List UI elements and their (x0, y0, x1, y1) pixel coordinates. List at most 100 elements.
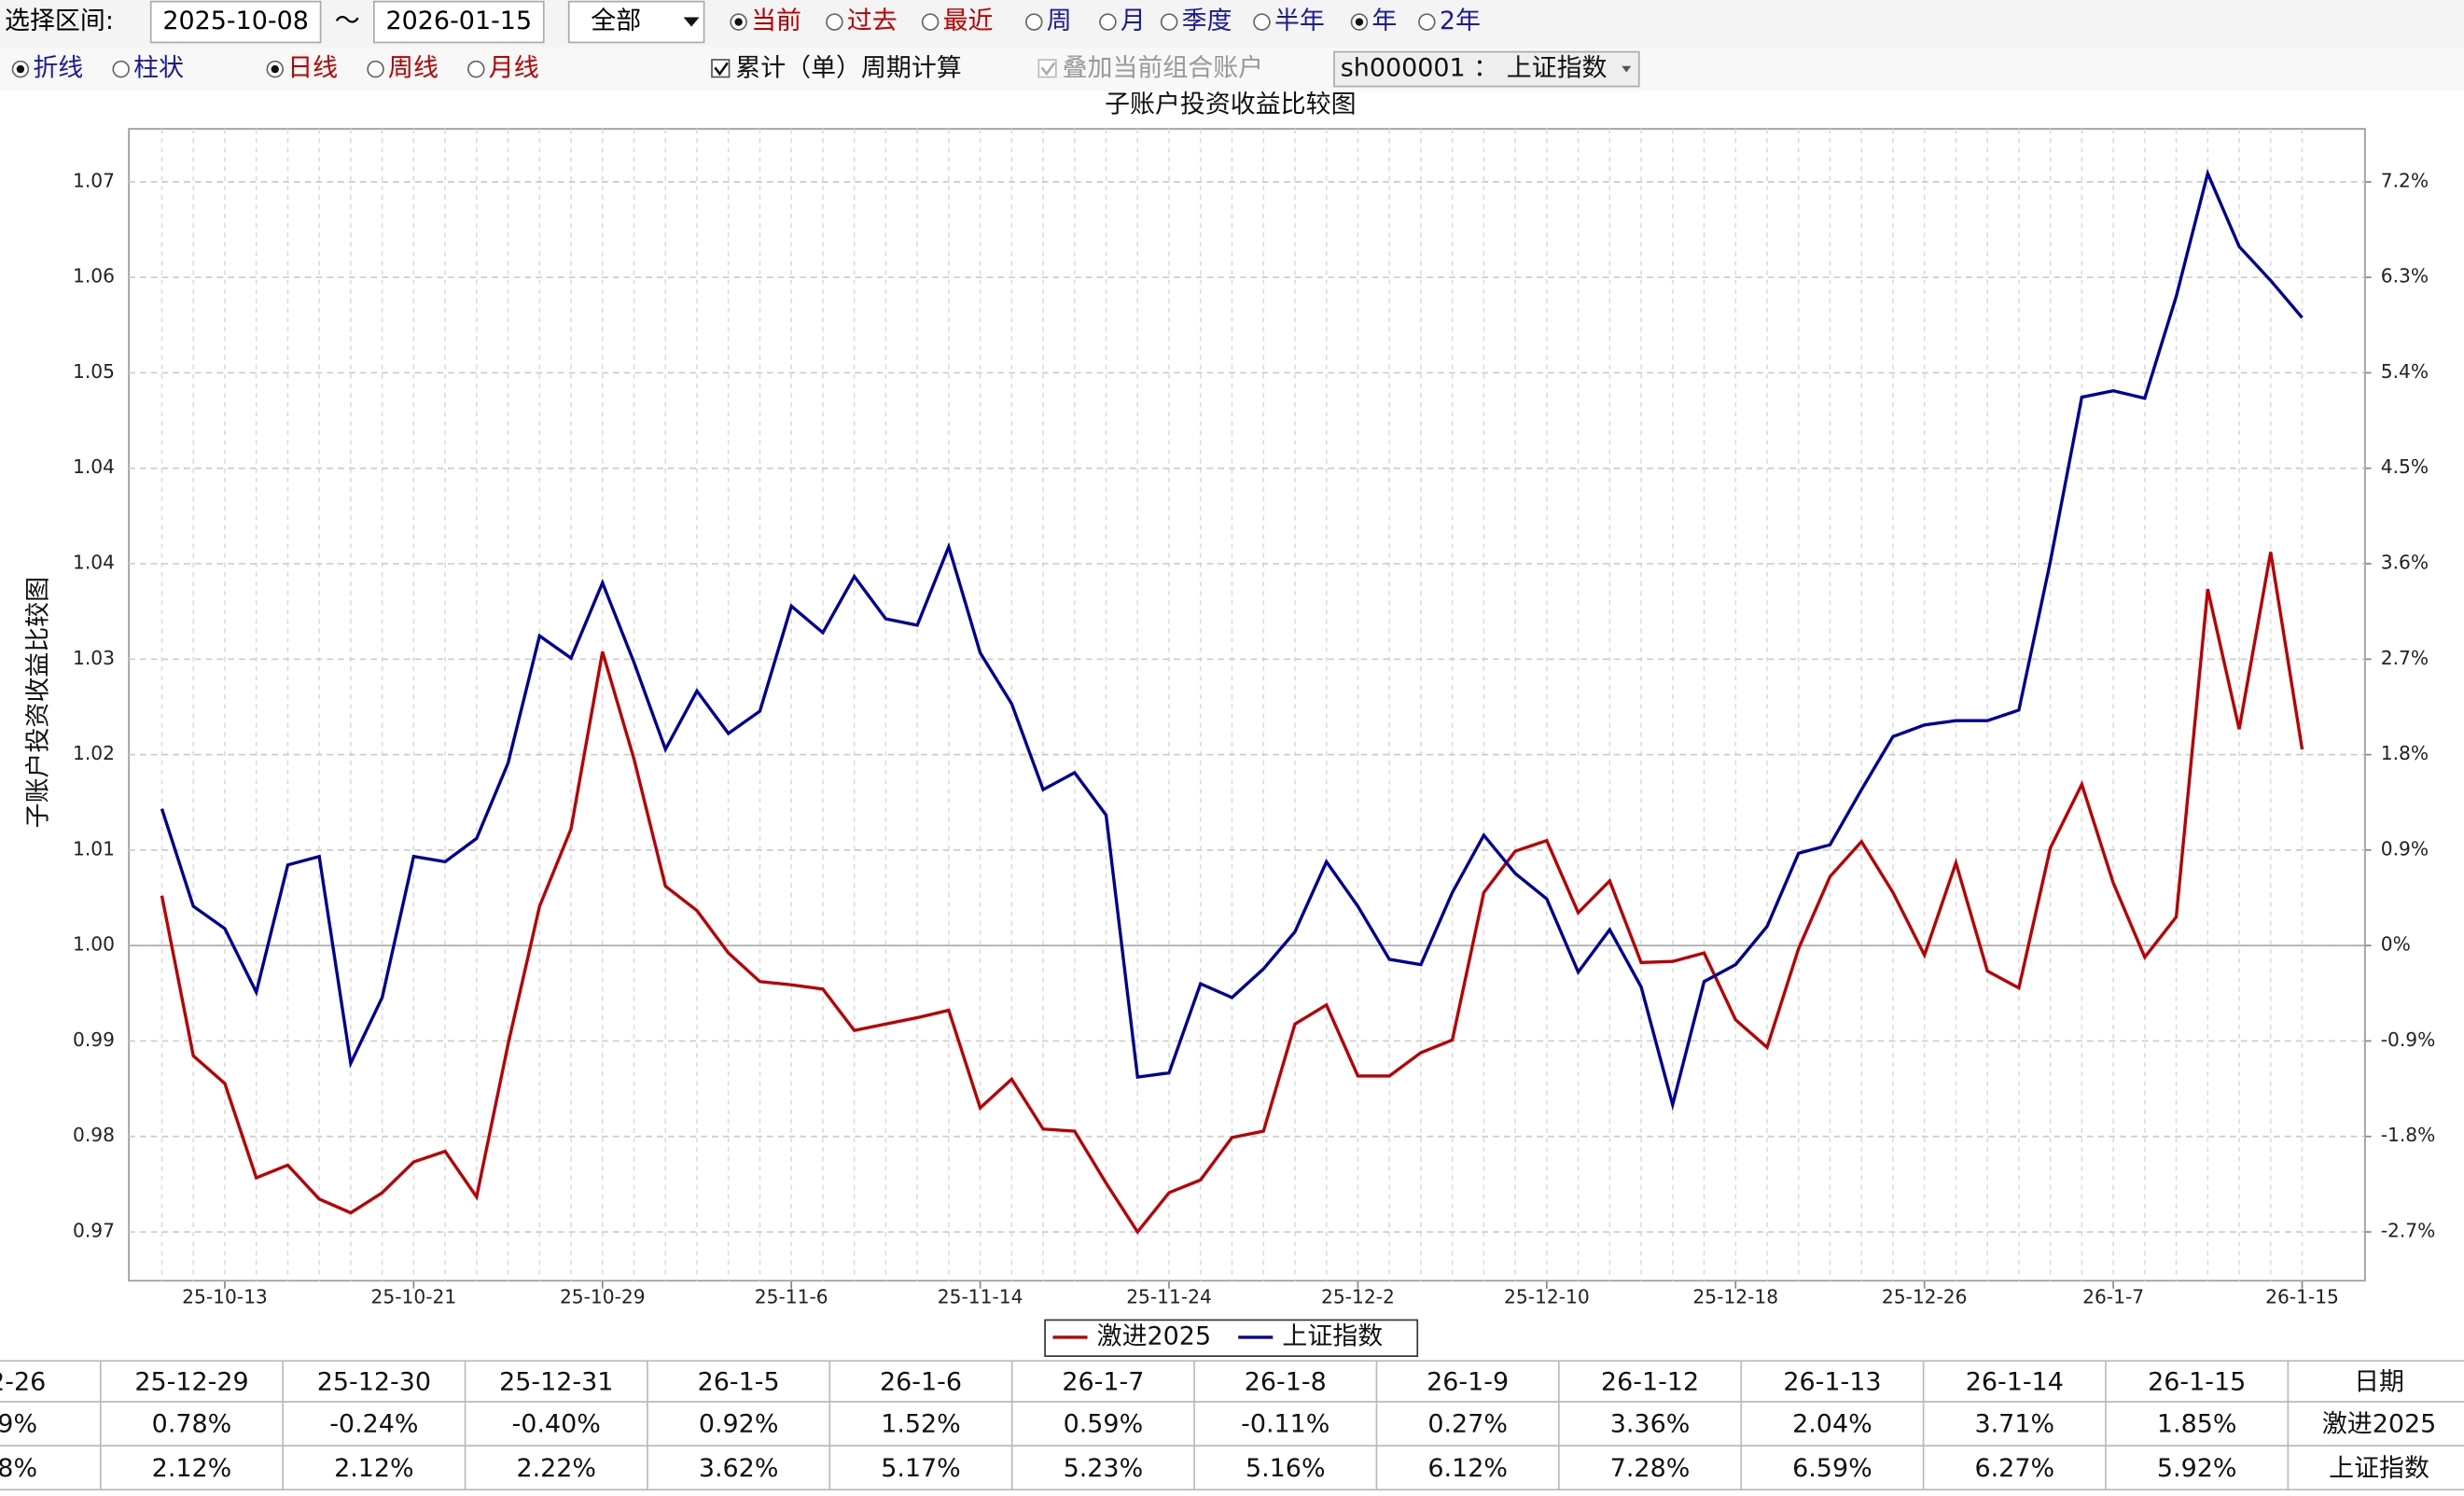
table-cell: 08% (0, 1454, 37, 1483)
table-cell: 25-12-30 (317, 1367, 431, 1396)
table-cell: 26-1-8 (1245, 1367, 1327, 1396)
plot-area (128, 128, 2366, 1282)
table-cell: 0.78% (152, 1410, 232, 1439)
y-tick-label: 0.97 (73, 1220, 115, 1242)
table-cell: 26-1-5 (698, 1367, 780, 1396)
radio-button[interactable] (367, 60, 384, 78)
table-cell: 26-1-12 (1601, 1367, 1699, 1396)
table-cell: 5.23% (1064, 1454, 1144, 1483)
table-cell: 6.27% (1974, 1454, 2054, 1483)
dropdown-arrow (1622, 65, 1632, 73)
table-cell: 上证指数 (2329, 1454, 2429, 1483)
table-cell: -0.40% (512, 1410, 601, 1439)
y-tick-label: 1.07 (73, 169, 115, 191)
y-tick-label: 1.06 (73, 265, 115, 287)
radio-dot (16, 64, 25, 74)
radio-label: 日线 (287, 54, 338, 83)
y-tick-label: 0.98 (73, 1124, 115, 1146)
radio-label: 年 (1371, 7, 1397, 35)
table-cell: -0.24% (329, 1410, 418, 1439)
y2-tick-label: -2.7% (2381, 1220, 2436, 1242)
table-cell: 09% (0, 1410, 37, 1439)
y-tick-label: 1.03 (73, 647, 115, 669)
radio-label: 当前 (751, 7, 801, 35)
x-tick-label: 25-10-21 (371, 1285, 457, 1307)
radio-button[interactable] (112, 60, 130, 78)
y2-tick-label: 0% (2381, 933, 2411, 956)
table-cell: 25-12-29 (134, 1367, 248, 1396)
checkbox[interactable] (1037, 59, 1057, 78)
y-tick-label: 0.99 (73, 1028, 115, 1051)
table-cell: 5.16% (1246, 1454, 1326, 1483)
legend-box (1044, 1319, 1419, 1357)
y-tick-label: 1.04 (73, 455, 115, 478)
y2-tick-label: 2.7% (2381, 647, 2429, 669)
radio-label: 季度 (1182, 7, 1232, 35)
table-cell: 7.28% (1610, 1454, 1691, 1483)
radio-label: 过去 (847, 7, 898, 35)
radio-button[interactable] (1253, 13, 1271, 31)
index-select[interactable] (1333, 50, 1640, 88)
table-cell: 26-1-15 (2148, 1367, 2246, 1396)
table-cell: 2.12% (152, 1454, 232, 1483)
table-cell: 26-1-6 (880, 1367, 962, 1396)
x-tick-label: 25-11-6 (755, 1285, 828, 1307)
table-cell: 25-12-31 (499, 1367, 613, 1396)
radio-label: 周线 (388, 54, 439, 83)
start-date: 2025-10-08 (162, 7, 309, 35)
table-cell: 1.52% (881, 1410, 961, 1439)
y2-tick-label: 1.8% (2381, 742, 2429, 764)
y2-tick-label: -0.9% (2381, 1028, 2436, 1051)
y-tick-label: 1.04 (73, 552, 115, 574)
end-date-input[interactable] (373, 0, 545, 44)
cumulative-label: 累计（单）周期计算 (735, 54, 961, 83)
x-tick-label: 25-12-26 (1882, 1285, 1968, 1307)
table-cell: 3.62% (699, 1454, 779, 1483)
radio-label: 柱状 (133, 54, 184, 83)
radio-dot (1355, 18, 1364, 26)
radio-label: 折线 (33, 54, 83, 83)
check-mark (714, 62, 729, 77)
legend-label: 激进2025 (1097, 1321, 1211, 1350)
table-cell: 2.12% (334, 1454, 414, 1483)
x-tick-label: 25-11-14 (938, 1285, 1023, 1307)
y-tick-label: 1.05 (73, 360, 115, 383)
radio-button[interactable] (1418, 13, 1436, 31)
x-tick-label: 25-10-13 (182, 1285, 268, 1307)
index-name: sh000001 ： 上证指数 (1341, 54, 1608, 83)
radio-button[interactable] (1160, 13, 1178, 31)
radio-label: 周 (1047, 7, 1072, 35)
dropdown-arrow (683, 17, 700, 27)
table-cell: 26-1-7 (1062, 1367, 1144, 1396)
radio-button[interactable] (1099, 13, 1117, 31)
radio-button[interactable] (1025, 13, 1043, 31)
data-line (160, 168, 2304, 1112)
checkbox[interactable] (711, 59, 731, 78)
x-tick-label: 26-1-7 (2082, 1285, 2144, 1307)
separator: ～ (335, 7, 360, 35)
radio-label: 月 (1121, 7, 1146, 35)
toolbar-row (0, 0, 2464, 48)
check-mark (1040, 62, 1056, 77)
x-tick-label: 25-12-10 (1504, 1285, 1590, 1307)
table-cell: 0.27% (1427, 1410, 1508, 1439)
scope-select[interactable] (567, 0, 705, 44)
radio-button[interactable] (826, 13, 843, 31)
end-date: 2026-01-15 (386, 7, 533, 35)
table-cell: 26-1-14 (1966, 1367, 2064, 1396)
table-cell: 2.22% (516, 1454, 596, 1483)
radio-button[interactable] (467, 60, 485, 78)
y2-tick-label: 0.9% (2381, 837, 2429, 860)
scope: 全部 (591, 7, 641, 35)
radio-button[interactable] (921, 13, 940, 31)
start-date-input[interactable] (149, 0, 322, 44)
data-line (160, 552, 2304, 1235)
table-cell: 12-26 (0, 1367, 46, 1396)
table-cell: 0.59% (1064, 1410, 1144, 1439)
table-cell: 3.71% (1974, 1410, 2054, 1439)
radio-dot (734, 18, 743, 26)
table-cell: 6.12% (1427, 1454, 1508, 1483)
y2-tick-label: 6.3% (2381, 265, 2429, 287)
y-axis-label: 子账户投资收益比较图 (24, 577, 53, 828)
y2-tick-label: 5.4% (2381, 360, 2429, 383)
